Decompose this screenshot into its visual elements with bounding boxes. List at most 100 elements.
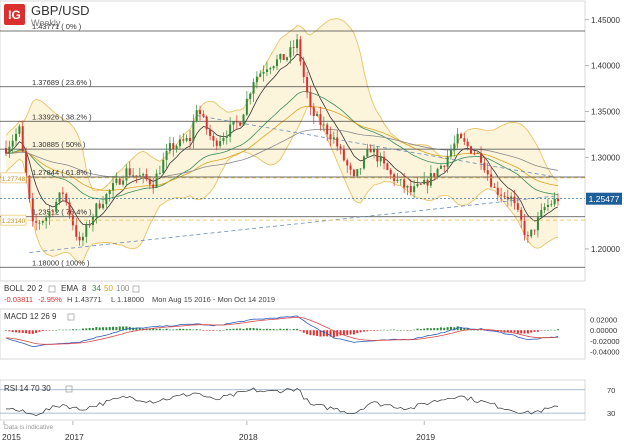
macd-histogram-bar (185, 329, 188, 331)
fib-label-6: 1.18000 ( 100% ) (32, 258, 90, 267)
candle-body (249, 93, 252, 99)
candle-body (282, 54, 285, 60)
macd-tick-label: 0.02000 (590, 316, 617, 325)
macd-histogram-bar (449, 326, 452, 331)
macd-histogram-bar (510, 330, 513, 333)
macd-histogram-bar (168, 329, 171, 331)
candle-body (155, 173, 158, 188)
macd-histogram-bar (35, 330, 38, 333)
candle-body (309, 92, 312, 108)
macd-histogram-bar (18, 330, 21, 333)
macd-histogram-bar (376, 330, 379, 331)
candle-body (81, 236, 84, 241)
fib-label-3: 1.30885 ( 50% ) (32, 140, 86, 149)
macd-histogram-bar (225, 329, 228, 331)
macd-histogram-bar (419, 328, 422, 331)
macd-histogram-bar (11, 330, 14, 333)
candle-body (172, 143, 175, 150)
macd-histogram-bar (232, 328, 235, 331)
macd-histogram-bar (493, 330, 496, 332)
ema-period-34: 34 (92, 284, 101, 293)
macd-histogram-bar (75, 329, 78, 331)
candle-body (546, 204, 549, 207)
macd-histogram-bar (158, 328, 161, 331)
macd-histogram-bar (480, 329, 483, 331)
candle-body (18, 126, 21, 134)
boll-label[interactable]: BOLL (4, 284, 25, 293)
macd-histogram-bar (342, 330, 345, 336)
macd-histogram-bar (316, 330, 319, 336)
macd-histogram-bar (473, 329, 476, 331)
macd-histogram-bar (165, 328, 168, 331)
candle-body (202, 114, 205, 117)
candle-body (540, 210, 543, 218)
trendlines (29, 115, 559, 253)
candle-body (413, 186, 416, 193)
rsi-settings-icon[interactable] (65, 385, 73, 393)
candle-body (15, 133, 18, 141)
macd-histogram-bar (245, 328, 248, 331)
macd-histogram-bar (362, 330, 365, 332)
macd-histogram-bar (379, 329, 382, 331)
macd-histogram-bar (413, 329, 416, 331)
candle-body (346, 160, 349, 166)
macd-histogram-bar (439, 327, 442, 331)
fib-label-5: 1.23512 ( 76.4% ) (32, 208, 92, 217)
y-tick-label: 1.40000 (591, 62, 620, 71)
candle-body (279, 54, 282, 60)
price-tags: 1.25477 1.27748 1.23140 (0, 172, 622, 226)
candle-body (48, 211, 51, 218)
candle-body (476, 153, 479, 154)
candle-body (312, 107, 315, 117)
candle-body (45, 217, 48, 221)
macd-title[interactable]: MACD 12 26 9 (4, 312, 57, 321)
ema-period-8: 8 (82, 284, 87, 293)
rsi-title[interactable]: RSI 14 70 30 (4, 384, 51, 393)
macd-histogram-bar (523, 330, 526, 334)
macd-histogram-bar (557, 329, 559, 331)
macd-histogram-bar (88, 327, 91, 331)
macd-histogram-bar (423, 328, 426, 331)
candle-body (145, 174, 148, 180)
macd-histogram-bar (275, 329, 278, 331)
candle-body (500, 194, 503, 196)
macd-histogram-bar (373, 330, 375, 331)
candle-body (115, 178, 118, 184)
macd-histogram-bar (195, 329, 198, 331)
ema-label[interactable]: EMA (61, 284, 79, 293)
ema-settings-icon[interactable] (132, 285, 140, 293)
candle-body (366, 149, 369, 157)
candle-body (456, 133, 459, 144)
candle-body (215, 140, 218, 146)
candle-body (272, 66, 275, 69)
y-tick-label: 1.45000 (591, 16, 620, 25)
high-value: H 1.43771 (67, 295, 102, 304)
boll-band-fill (6, 18, 558, 264)
macd-histogram-bar (443, 327, 446, 331)
macd-histogram-bar (102, 327, 105, 331)
candle-body (262, 71, 265, 74)
candle-body (453, 143, 456, 151)
candle-body (423, 179, 426, 185)
macd-histogram-bar (483, 330, 486, 331)
macd-histogram-bar (282, 329, 285, 331)
macd-histogram-bar (463, 328, 466, 331)
candle-body (175, 146, 178, 150)
candle-body (383, 156, 386, 164)
macd-histogram-bar (182, 328, 185, 331)
date-range: Mon Aug 15 2016 - Mon Oct 14 2019 (152, 295, 275, 304)
candle-body (419, 183, 422, 185)
boll-upper-band (5, 18, 559, 192)
macd-histogram-bar (172, 329, 175, 331)
candle-body (162, 159, 165, 174)
fib-label-2: 1.33926 ( 38.2% ) (32, 112, 92, 121)
low-value: L 1.18000 (111, 295, 144, 304)
macd-histogram-bar (5, 330, 7, 331)
macd-settings-icon[interactable] (67, 313, 75, 321)
candle-body (269, 68, 272, 70)
candle-body (165, 150, 168, 160)
macd-histogram-bar (25, 330, 28, 334)
change-percent: -2.95% (38, 295, 62, 304)
boll-settings-icon[interactable] (48, 285, 56, 293)
candle-body (135, 175, 138, 177)
